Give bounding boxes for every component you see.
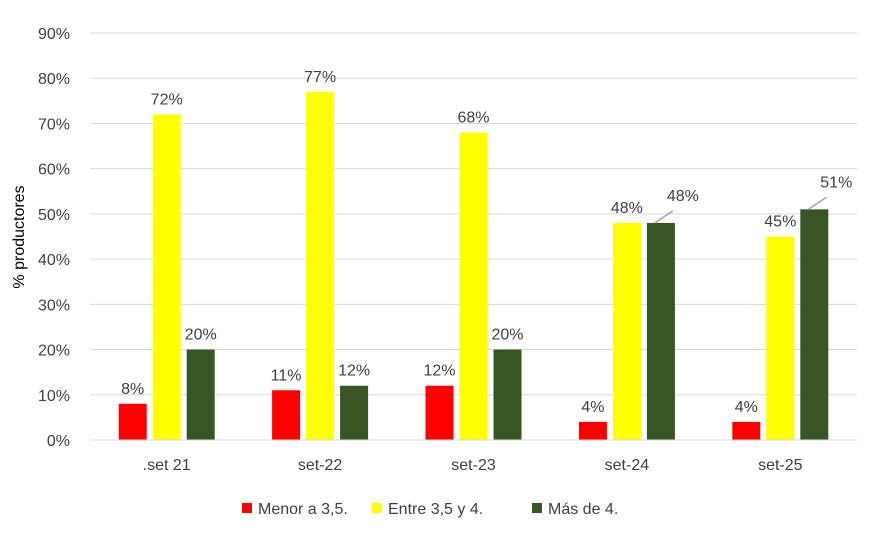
y-tick-label: 60% [38, 162, 70, 179]
bar [766, 236, 795, 440]
y-tick-label: 30% [38, 297, 70, 314]
bar [306, 91, 335, 441]
data-label: 48% [611, 200, 643, 217]
data-label: 11% [271, 367, 302, 384]
bar [118, 403, 147, 440]
bar [459, 132, 488, 440]
data-label: 72% [151, 91, 183, 108]
x-tick-label: set-24 [605, 457, 650, 474]
x-tick-label: .set 21 [143, 457, 191, 474]
x-tick-label: set-23 [451, 457, 496, 474]
data-label: 4% [581, 399, 604, 416]
y-tick-label: 50% [38, 207, 70, 224]
y-tick-label: 20% [38, 343, 70, 360]
legend-swatch [532, 503, 542, 513]
bar [646, 222, 675, 440]
data-label: 8% [121, 381, 144, 398]
bar [425, 385, 454, 440]
data-label: 48% [667, 188, 699, 205]
bar [732, 421, 761, 440]
data-label: 12% [338, 363, 370, 380]
data-label: 20% [185, 327, 217, 344]
legend-label: Menor a 3,5. [258, 501, 348, 518]
y-tick-label: 40% [38, 252, 70, 269]
data-label: 12% [423, 363, 455, 380]
y-tick-label: 70% [38, 116, 70, 133]
data-label: 4% [735, 399, 758, 416]
leader-line [654, 210, 674, 224]
legend-swatch [242, 503, 252, 513]
bar [186, 349, 215, 440]
bar [612, 222, 641, 440]
data-label: 51% [820, 174, 852, 191]
leader-line [807, 196, 827, 210]
bar [578, 421, 607, 440]
x-tick-label: set-25 [758, 457, 803, 474]
bar [493, 349, 522, 440]
bar [340, 385, 369, 440]
y-tick-label: 10% [38, 388, 70, 405]
bar [800, 209, 829, 440]
y-tick-label: 80% [38, 71, 70, 88]
y-axis-label: % productores [11, 185, 28, 288]
legend-label: Más de 4. [548, 501, 618, 518]
data-label: 77% [304, 69, 336, 86]
legend-label: Entre 3,5 y 4. [388, 501, 483, 518]
data-label: 45% [764, 214, 796, 231]
y-tick-label: 90% [38, 26, 70, 43]
legend-swatch [372, 503, 382, 513]
y-tick-label: 0% [47, 433, 70, 450]
bar [272, 390, 301, 440]
data-label: 68% [457, 109, 489, 126]
bar [152, 114, 181, 441]
x-tick-label: set-22 [298, 457, 343, 474]
data-label: 20% [491, 327, 523, 344]
